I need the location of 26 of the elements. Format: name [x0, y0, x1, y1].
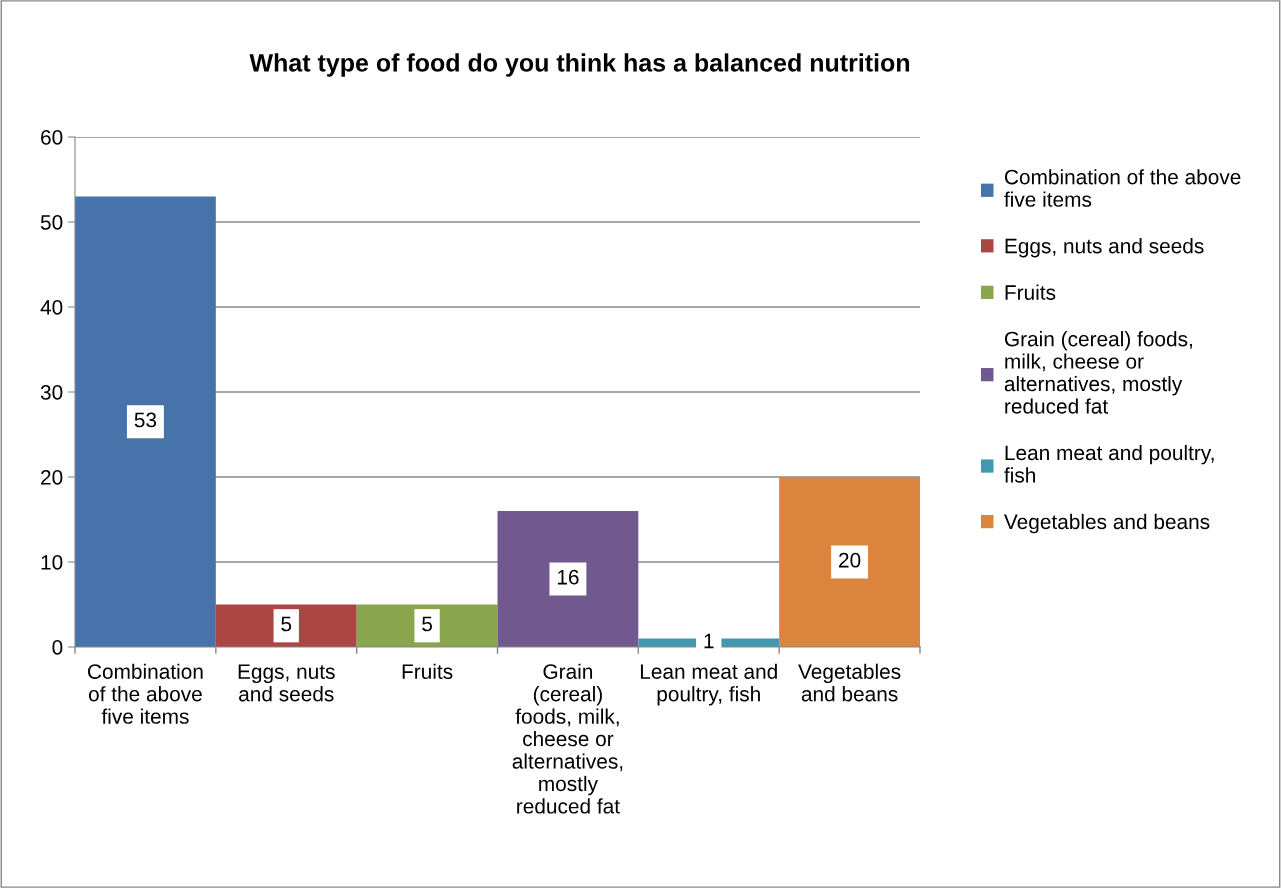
y-tick-label: 10: [41, 555, 63, 570]
legend-label: Eggs, nuts and seeds: [1005, 238, 1204, 258]
y-tick-label: 60: [41, 130, 63, 145]
y-tick-label: 50: [40, 215, 63, 230]
x-tick-label: Eggs, nuts and seeds: [238, 664, 335, 702]
x-tick-label: Grain (cereal) foods, milk, cheese or alternatives, mostly reduced fat: [512, 663, 623, 814]
legend-label: Lean meat and poultry, fish: [1004, 444, 1214, 483]
legend-label: Fruits: [1005, 284, 1056, 300]
data-label: 16: [557, 569, 579, 585]
y-tick-label: 40: [40, 300, 63, 315]
legend-label: Grain (cereal) foods, milk, cheese or alternatives, mostly reduced fat: [1004, 331, 1192, 414]
x-tick-label: Fruits: [402, 663, 453, 679]
y-tick-label: 0: [52, 640, 63, 655]
legend-label: Vegetables and beans: [1004, 513, 1210, 534]
legend-label: Combination of the above five items: [1004, 169, 1241, 207]
data-label: 53: [134, 412, 157, 428]
y-tick-label: 20: [41, 470, 63, 485]
y-tick-label: 30: [40, 385, 63, 400]
data-label: 5: [281, 616, 292, 632]
x-tick-label: Combination of the above five items: [88, 663, 203, 724]
data-label: 20: [839, 552, 861, 568]
data-label: 1: [704, 633, 714, 649]
x-tick-label: Lean meat and poultry, fish: [640, 663, 777, 706]
chart-title: What type of food do you think has a balanced nutrition: [249, 53, 910, 77]
x-tick-label: Vegetables and beans: [798, 663, 901, 702]
data-label: 5: [422, 616, 432, 632]
